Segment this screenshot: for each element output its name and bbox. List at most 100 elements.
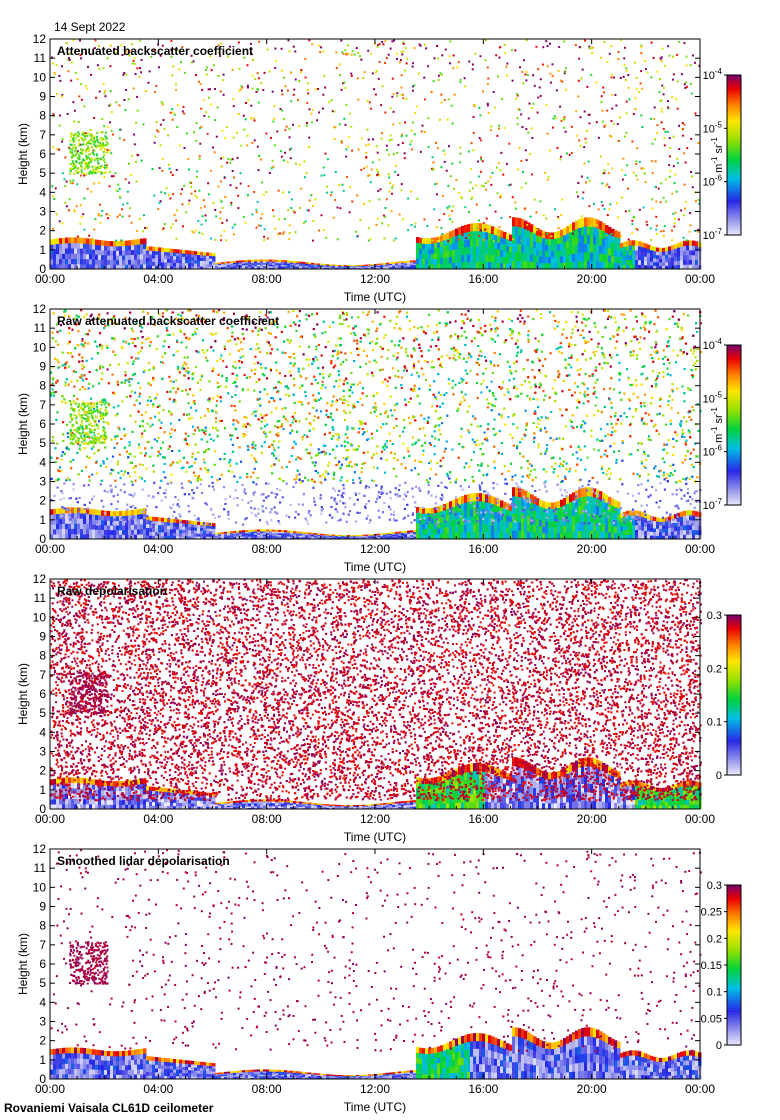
y-axis-label: Height (km) xyxy=(16,123,30,185)
y-tick-label: 6 xyxy=(39,687,46,701)
colorbar-tick-label: 10-7 xyxy=(703,227,723,242)
y-tick-label: 6 xyxy=(39,147,46,161)
y-tick-label: 5 xyxy=(39,706,46,720)
colorbar-tick-label: 0.1 xyxy=(707,987,722,999)
x-tick-label: 04:00 xyxy=(143,272,173,286)
y-tick-label: 8 xyxy=(39,109,46,123)
x-tick-label: 08:00 xyxy=(252,812,282,826)
heatmap-field xyxy=(50,39,702,270)
x-tick-label: 16:00 xyxy=(468,1082,498,1096)
colorbar-tick-label: 10-6 xyxy=(703,174,723,189)
colorbar-frame xyxy=(726,74,742,236)
x-tick-label: 00:00 xyxy=(35,1082,65,1096)
y-tick-label: 10 xyxy=(33,340,47,354)
colorbar-tick-label: 0 xyxy=(716,1040,722,1052)
y-tick-label: 9 xyxy=(39,90,46,104)
y-tick-label: 2 xyxy=(39,224,46,238)
x-tick-label: 16:00 xyxy=(468,812,498,826)
y-tick-label: 11 xyxy=(34,861,47,875)
colorbar-tick-label: 0.3 xyxy=(707,610,722,622)
y-axis-label: Height (km) xyxy=(16,933,30,995)
x-tick-label: 08:00 xyxy=(252,1082,282,1096)
y-tick-label: 0 xyxy=(39,802,46,816)
x-axis-label: Time (UTC) xyxy=(344,290,406,304)
colorbar-unit-label: m-1 sr-1 xyxy=(710,137,725,173)
y-tick-label: 2 xyxy=(39,764,46,778)
y-tick-label: 11 xyxy=(34,321,47,335)
y-tick-label: 8 xyxy=(39,649,46,663)
colorbar-tick-label: 10-4 xyxy=(703,67,723,82)
x-tick-label: 00:00 xyxy=(685,812,715,826)
x-tick-label: 12:00 xyxy=(360,1082,390,1096)
y-tick-label: 12 xyxy=(33,572,47,586)
colorbar-tick-label: 0.15 xyxy=(701,960,722,972)
y-tick-label: 7 xyxy=(39,398,46,412)
x-tick-label: 00:00 xyxy=(685,542,715,556)
x-tick-label: 00:00 xyxy=(35,812,65,826)
colorbar: 10-4 10-5 10-6 10-7 m-1 sr-1 xyxy=(703,337,742,512)
x-tick-label: 12:00 xyxy=(360,272,390,286)
y-tick-label: 3 xyxy=(39,475,46,489)
y-tick-label: 8 xyxy=(39,919,46,933)
heatmap-field xyxy=(50,579,702,810)
x-tick-label: 20:00 xyxy=(577,542,607,556)
colorbar-tick-label: 0.05 xyxy=(701,1013,722,1025)
instrument-footer: Rovaniemi Vaisala CL61D ceilometer xyxy=(4,1101,213,1115)
y-tick-label: 10 xyxy=(33,70,47,84)
panel-title: Attenuated backscatter coefficient xyxy=(57,44,253,58)
y-tick-label: 10 xyxy=(33,610,47,624)
colorbar-frame xyxy=(726,344,742,506)
y-tick-label: 6 xyxy=(39,957,46,971)
y-tick-label: 9 xyxy=(39,630,46,644)
y-tick-label: 5 xyxy=(39,976,46,990)
colorbar: 10-4 10-5 10-6 10-7 m-1 sr-1 xyxy=(703,67,742,242)
x-tick-label: 00:00 xyxy=(685,272,715,286)
y-tick-label: 1 xyxy=(39,513,46,527)
x-tick-label: 20:00 xyxy=(577,1082,607,1096)
y-tick-label: 4 xyxy=(39,995,46,1009)
colorbar-tick-label: 10-5 xyxy=(703,120,723,135)
colorbar: 0.3 0.2 0.1 0 xyxy=(707,610,742,782)
y-tick-label: 1 xyxy=(39,243,46,257)
x-tick-label: 04:00 xyxy=(143,542,173,556)
x-tick-label: 00:00 xyxy=(35,542,65,556)
y-tick-label: 4 xyxy=(39,185,46,199)
x-tick-label: 04:00 xyxy=(143,812,173,826)
y-axis-label: Height (km) xyxy=(16,663,30,725)
x-tick-label: 16:00 xyxy=(468,542,498,556)
x-axis-label: Time (UTC) xyxy=(344,1100,406,1114)
y-axis-label: Height (km) xyxy=(16,393,30,455)
y-tick-label: 7 xyxy=(39,938,46,952)
heatmap-field xyxy=(50,309,702,540)
y-tick-label: 3 xyxy=(39,745,46,759)
y-tick-label: 1 xyxy=(39,783,46,797)
colorbar-tick-label: 10-6 xyxy=(703,444,723,459)
x-tick-label: 00:00 xyxy=(35,272,65,286)
x-tick-label: 16:00 xyxy=(468,272,498,286)
colorbar-unit-label: m-1 sr-1 xyxy=(710,407,725,443)
panel-title: Raw depolarisation xyxy=(57,584,167,598)
date-label: 14 Sept 2022 xyxy=(54,20,125,34)
x-axis-label: Time (UTC) xyxy=(344,830,406,844)
colorbar-tick-label: 0.25 xyxy=(701,907,722,919)
y-tick-label: 12 xyxy=(33,842,47,856)
y-tick-label: 2 xyxy=(39,494,46,508)
y-tick-label: 9 xyxy=(39,900,46,914)
y-tick-label: 0 xyxy=(39,1072,46,1086)
panel-title: Smoothed lidar depolarisation xyxy=(57,854,230,868)
colorbar-tick-label: 0 xyxy=(716,770,722,782)
y-tick-label: 4 xyxy=(39,725,46,739)
colorbar-tick-label: 10-4 xyxy=(703,337,723,352)
y-tick-label: 3 xyxy=(39,1015,46,1029)
x-tick-label: 04:00 xyxy=(143,1082,173,1096)
colorbar-tick-label: 10-7 xyxy=(703,497,723,512)
panel-title: Raw attenuated backscatter coefficient xyxy=(57,314,279,328)
colorbar-tick-label: 10-5 xyxy=(703,390,723,405)
y-tick-label: 8 xyxy=(39,379,46,393)
y-tick-label: 0 xyxy=(39,532,46,546)
y-tick-label: 11 xyxy=(34,51,47,65)
